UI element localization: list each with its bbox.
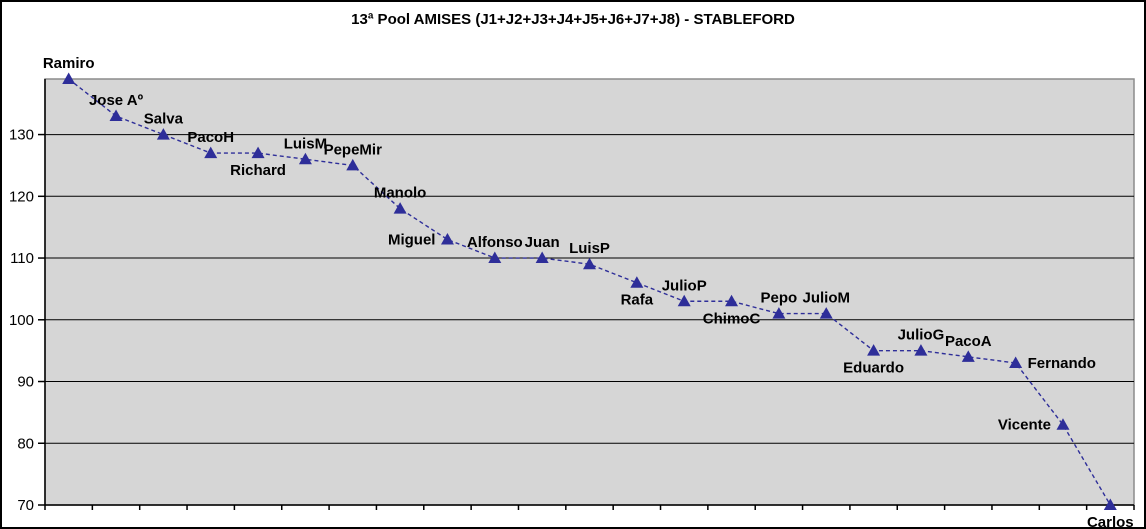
point-label-pepo: Pepo bbox=[761, 290, 798, 307]
point-label-juliom: JulioM bbox=[802, 290, 850, 307]
data-marker-miguel bbox=[440, 233, 454, 245]
data-marker-manolo bbox=[393, 202, 407, 214]
data-marker-salva bbox=[156, 128, 170, 140]
point-label-vicente: Vicente bbox=[998, 417, 1051, 434]
data-marker-juan bbox=[535, 251, 549, 264]
data-marker-alfonso bbox=[488, 251, 502, 264]
data-marker-eduardo bbox=[867, 344, 881, 356]
y-axis-tick-label: 120 bbox=[9, 188, 34, 205]
data-marker-jose-a- bbox=[109, 109, 123, 122]
y-axis-tick-label: 100 bbox=[9, 312, 34, 329]
point-label-juliog: JulioG bbox=[898, 327, 945, 344]
data-marker-luisp bbox=[583, 257, 596, 270]
data-marker-luism bbox=[298, 152, 312, 165]
data-marker-pacoh bbox=[204, 146, 218, 159]
data-marker-vicente bbox=[1056, 418, 1070, 430]
y-axis-tick-label: 110 bbox=[10, 250, 34, 267]
chart-title: 13ª Pool AMISES (J1+J2+J3+J4+J5+J6+J7+J8… bbox=[351, 11, 795, 28]
y-axis-tick-label: 90 bbox=[17, 374, 34, 391]
y-axis-tick-label: 130 bbox=[9, 127, 34, 144]
point-label-miguel: Miguel bbox=[388, 232, 436, 249]
data-marker-juliog bbox=[914, 344, 928, 356]
series-line bbox=[68, 78, 1111, 506]
y-axis-tick-label: 70 bbox=[17, 497, 34, 514]
data-marker-richard bbox=[251, 146, 265, 159]
point-label-luism: LuisM bbox=[284, 135, 327, 152]
point-label-juliop: JulioP bbox=[662, 277, 707, 294]
data-marker-chimoc bbox=[725, 294, 739, 307]
point-label-pepemir: PepeMir bbox=[324, 141, 383, 158]
point-label-jose-a-: Jose Aº bbox=[89, 92, 144, 109]
point-label-manolo: Manolo bbox=[374, 185, 427, 202]
point-label-chimoc: ChimoC bbox=[703, 310, 761, 327]
point-label-carlos: Carlos bbox=[1087, 514, 1134, 529]
point-label-fernando: Fernando bbox=[1028, 355, 1096, 372]
point-label-alfonso: Alfonso bbox=[467, 234, 523, 251]
point-label-rafa: Rafa bbox=[621, 292, 654, 309]
plot-area bbox=[44, 78, 1135, 506]
data-marker-carlos bbox=[1103, 498, 1117, 510]
point-label-pacoh: PacoH bbox=[187, 129, 234, 146]
data-marker-pepemir bbox=[346, 158, 360, 171]
point-label-luisp: LuisP bbox=[569, 240, 610, 257]
point-label-pacoa: PacoA bbox=[945, 333, 992, 350]
data-marker-rafa bbox=[630, 276, 644, 288]
point-label-eduardo: Eduardo bbox=[843, 360, 904, 377]
point-label-ramiro: Ramiro bbox=[43, 55, 95, 72]
data-marker-pacoa bbox=[961, 350, 975, 362]
y-axis-tick-label: 80 bbox=[17, 435, 34, 452]
point-label-richard: Richard bbox=[230, 162, 286, 179]
point-label-juan: Juan bbox=[525, 234, 560, 251]
data-marker-juliop bbox=[677, 294, 691, 307]
data-marker-pepo bbox=[772, 307, 786, 319]
data-marker-ramiro bbox=[62, 72, 76, 84]
data-marker-fernando bbox=[1009, 356, 1023, 368]
data-marker-juliom bbox=[819, 307, 833, 319]
point-label-salva: Salva bbox=[144, 111, 184, 128]
